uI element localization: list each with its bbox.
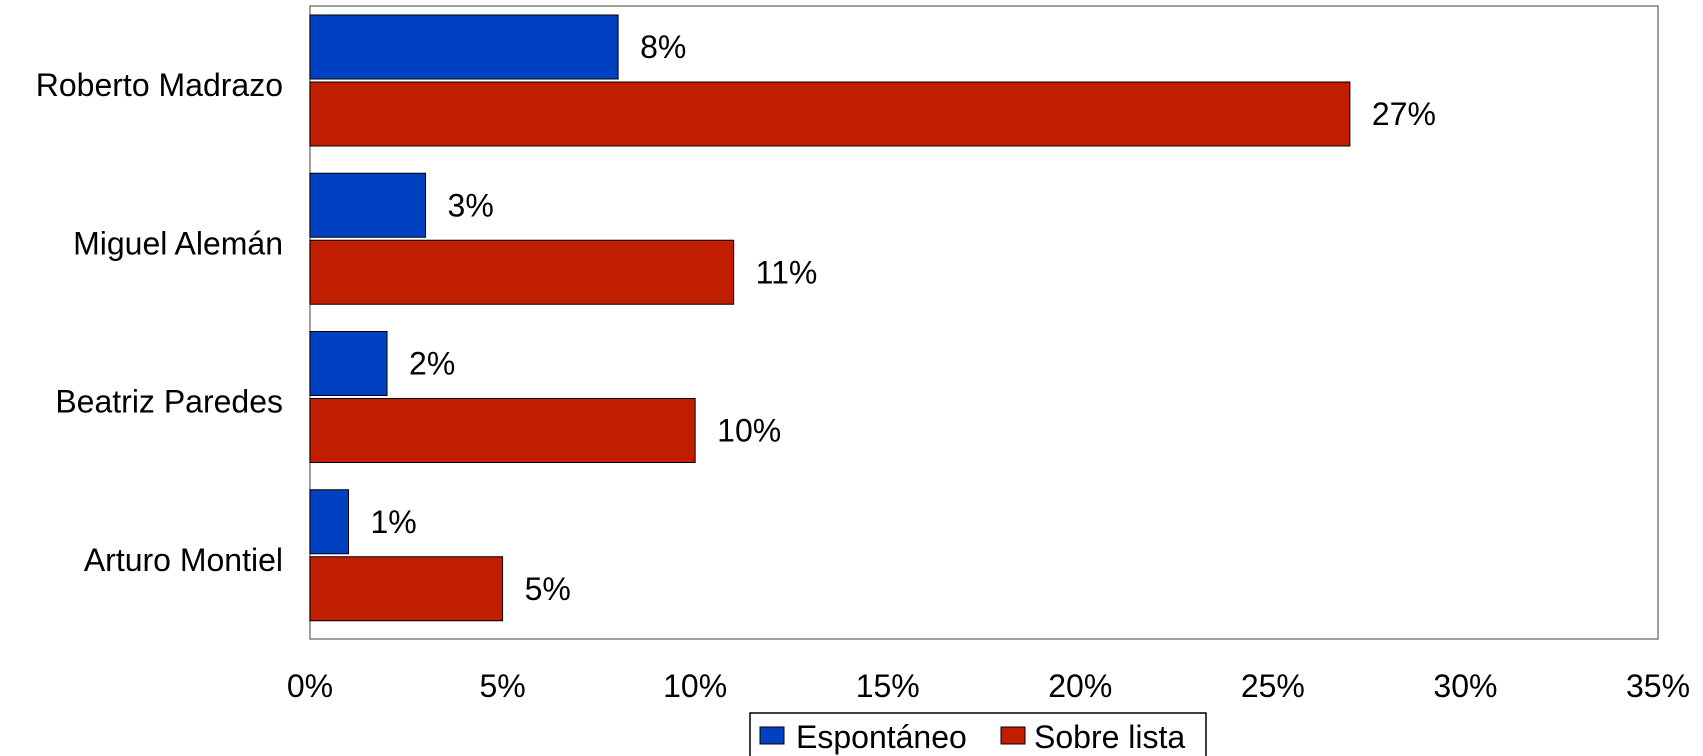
bar-sobre-lista-beatriz-paredes [309,398,696,463]
data-label-espontaneo-miguel-aleman: 3% [448,187,494,223]
data-label-sobre-lista-miguel-aleman: 11% [756,254,818,290]
legend: Espontáneo Sobre lista [749,712,1207,756]
data-labels-layer: 8% 27% 3% 11% 2% 10% 1% 5% [371,29,1436,607]
category-label-roberto-madrazo: Roberto Madrazo [36,67,283,103]
data-label-espontaneo-roberto-madrazo: 8% [640,29,686,65]
x-tick-label-25: 25% [1241,668,1305,704]
x-tick-label-10: 10% [663,668,727,704]
bar-espontaneo-roberto-madrazo [309,14,619,80]
legend-box [749,712,1207,756]
bar-espontaneo-beatriz-paredes [309,331,388,396]
data-label-sobre-lista-beatriz-paredes: 10% [717,413,781,449]
x-tick-label-20: 20% [1048,668,1112,704]
category-labels: Roberto Madrazo Miguel Alemán Beatriz Pare… [36,67,283,578]
legend-swatch-sobre-lista [1000,726,1026,745]
legend-label-sobre-lista: Sobre lista [1034,719,1185,755]
category-label-beatriz-paredes: Beatriz Paredes [55,384,283,420]
legend-label-espontaneo: Espontáneo [796,719,967,755]
category-label-arturo-montiel: Arturo Montiel [84,542,283,578]
data-label-espontaneo-beatriz-paredes: 2% [409,346,455,382]
bar-sobre-lista-miguel-aleman [309,239,735,305]
data-label-sobre-lista-roberto-madrazo: 27% [1372,96,1436,132]
x-tick-label-0: 0% [287,668,333,704]
bar-sobre-lista-roberto-madrazo [309,81,1351,147]
category-label-miguel-aleman: Miguel Alemán [73,225,283,261]
data-label-sobre-lista-arturo-montiel: 5% [525,571,571,607]
x-tick-label-5: 5% [479,668,525,704]
x-axis-tick-labels: 0% 5% 10% 15% 20% 25% 30% 35% [287,668,1690,704]
legend-swatch-espontaneo [759,726,785,745]
data-label-espontaneo-arturo-montiel: 1% [371,504,417,540]
bars-layer [309,14,1351,622]
x-tick-label-35: 35% [1626,668,1690,704]
bar-sobre-lista-arturo-montiel [309,556,504,622]
bar-espontaneo-miguel-aleman [309,172,427,238]
x-tick-label-30: 30% [1433,668,1497,704]
bar-espontaneo-arturo-montiel [309,489,350,555]
x-tick-label-15: 15% [856,668,920,704]
